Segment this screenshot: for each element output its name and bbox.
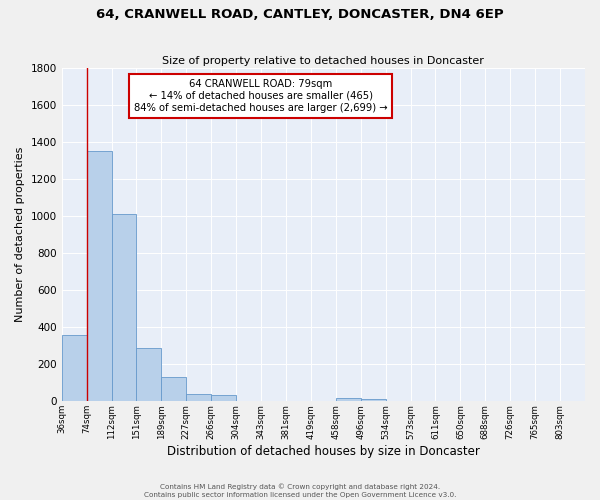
- Bar: [62, 336, 86, 402]
- Bar: [161, 377, 186, 402]
- Bar: [112, 214, 136, 402]
- Bar: [336, 398, 361, 402]
- Bar: [86, 151, 112, 402]
- Text: 64 CRANWELL ROAD: 79sqm
← 14% of detached houses are smaller (465)
84% of semi-d: 64 CRANWELL ROAD: 79sqm ← 14% of detache…: [134, 80, 388, 112]
- Y-axis label: Number of detached properties: Number of detached properties: [15, 147, 25, 322]
- Bar: [361, 398, 386, 402]
- Bar: [136, 348, 161, 402]
- Text: 64, CRANWELL ROAD, CANTLEY, DONCASTER, DN4 6EP: 64, CRANWELL ROAD, CANTLEY, DONCASTER, D…: [96, 8, 504, 20]
- Bar: [211, 395, 236, 402]
- Title: Size of property relative to detached houses in Doncaster: Size of property relative to detached ho…: [163, 56, 484, 66]
- Text: Contains HM Land Registry data © Crown copyright and database right 2024.
Contai: Contains HM Land Registry data © Crown c…: [144, 484, 456, 498]
- Bar: [186, 394, 211, 402]
- X-axis label: Distribution of detached houses by size in Doncaster: Distribution of detached houses by size …: [167, 444, 480, 458]
